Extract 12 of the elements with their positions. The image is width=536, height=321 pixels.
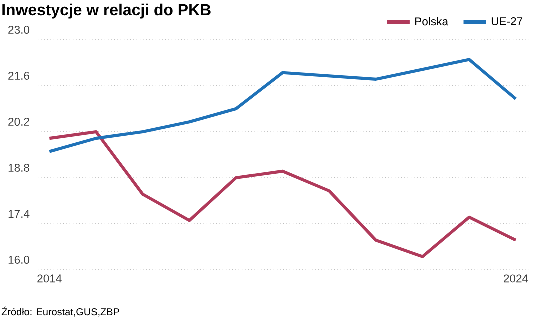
y-tick-label: 21.6 xyxy=(8,72,30,80)
text: Źródło: Eurostat,GUS,ZBP xyxy=(2,306,120,317)
x-tick-label: 2024 xyxy=(504,274,528,283)
y-tick-label: 18.8 xyxy=(8,164,30,172)
chart-title: Inwestycje w relacji do PKB xyxy=(2,4,211,19)
legend-label: UE-27 xyxy=(492,18,523,26)
x-tick-label: 2014 xyxy=(38,274,62,283)
y-tick-label: 16.0 xyxy=(8,256,30,264)
y-tick-label: 23.0 xyxy=(8,26,30,34)
legend-label: Polska xyxy=(416,17,448,26)
y-tick-label: 17.4 xyxy=(8,210,30,218)
y-tick-label: 20.2 xyxy=(8,118,30,126)
